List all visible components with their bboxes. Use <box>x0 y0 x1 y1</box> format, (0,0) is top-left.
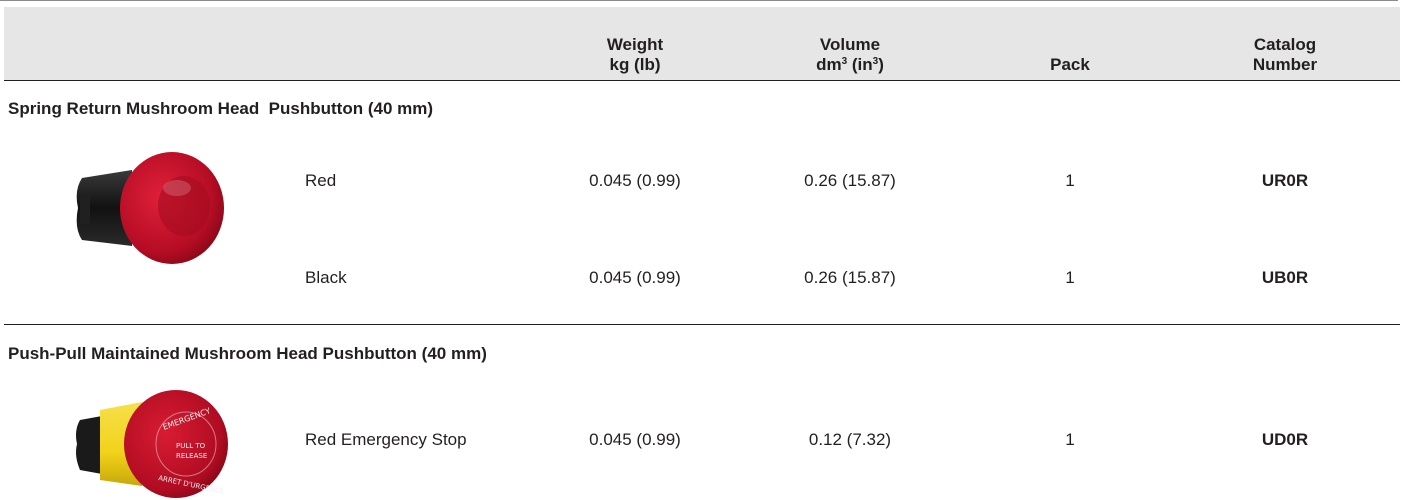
table-row-volume: 0.12 (7.32) <box>808 430 892 449</box>
table-row-volume: 0.26 (15.87) <box>804 268 896 287</box>
table-row-description: Red <box>305 171 337 190</box>
table-header <box>4 7 1400 80</box>
emergency-stop-pushbutton-image: EMERGENCY PULL TO RELEASE ARRET D'URGENC… <box>76 390 228 498</box>
top-rule <box>0 0 1398 1</box>
table-row-catalog-number: UB0R <box>1261 268 1309 287</box>
header-catalog-number: Catalog Number <box>1252 35 1318 74</box>
table-row-description: Red Emergency Stop <box>305 430 467 449</box>
table-row-catalog-number: UR0R <box>1261 171 1309 190</box>
header-volume: Volume dm3 (in3) <box>816 35 884 74</box>
table-row-pack: 1 <box>1065 171 1075 190</box>
header-rule <box>4 80 1400 81</box>
svg-text:RELEASE: RELEASE <box>176 452 207 460</box>
header-pack: Pack <box>1050 55 1090 74</box>
table-row-pack: 1 <box>1065 268 1075 287</box>
header-weight: Weight kg (lb) <box>606 35 664 74</box>
table-row-description: Black <box>305 268 347 287</box>
svg-text:PULL TO: PULL TO <box>176 442 206 450</box>
table-row-pack: 1 <box>1065 430 1075 449</box>
section-title-push-pull: Push-Pull Maintained Mushroom Head Pushb… <box>8 344 487 363</box>
table-row-volume: 0.26 (15.87) <box>804 171 896 190</box>
table-row-weight: 0.045 (0.99) <box>589 430 681 449</box>
table-row-weight: 0.045 (0.99) <box>589 268 681 287</box>
red-mushroom-pushbutton-image <box>76 152 224 264</box>
table-row-weight: 0.045 (0.99) <box>589 171 681 190</box>
table-row-catalog-number: UD0R <box>1261 430 1309 449</box>
section-title-spring-return: Spring Return Mushroom Head Pushbutton (… <box>8 99 434 118</box>
section-divider <box>4 324 1400 325</box>
